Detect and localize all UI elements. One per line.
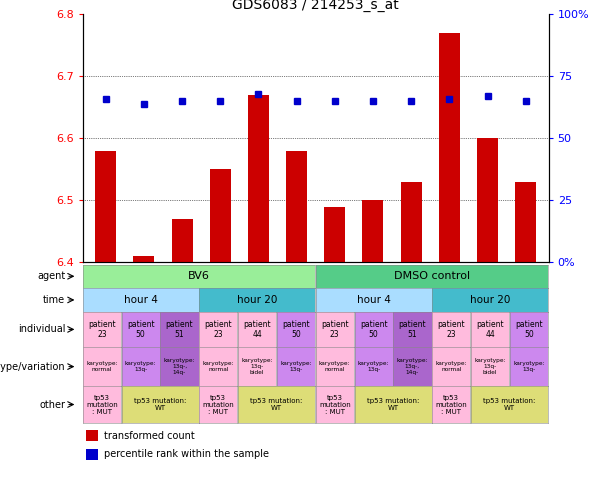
Bar — [248, 95, 269, 262]
Bar — [401, 182, 422, 262]
Text: hour 20: hour 20 — [470, 295, 510, 305]
Text: hour 4: hour 4 — [124, 295, 158, 305]
Bar — [439, 33, 460, 262]
Bar — [210, 170, 230, 262]
Text: patient
44: patient 44 — [243, 320, 271, 339]
Text: tp53 mutation:
WT: tp53 mutation: WT — [483, 398, 536, 411]
Text: patient
23: patient 23 — [321, 320, 349, 339]
Text: karyotype:
normal: karyotype: normal — [86, 361, 118, 372]
Bar — [515, 182, 536, 262]
Text: patient
51: patient 51 — [166, 320, 193, 339]
Bar — [324, 207, 345, 262]
Text: karyotype:
13q-: karyotype: 13q- — [280, 361, 312, 372]
Text: karyotype:
normal: karyotype: normal — [435, 361, 467, 372]
Text: other: other — [39, 399, 66, 410]
Text: karyotype:
13q-: karyotype: 13q- — [125, 361, 156, 372]
Text: patient
50: patient 50 — [515, 320, 543, 339]
Text: karyotype:
normal: karyotype: normal — [202, 361, 234, 372]
Text: percentile rank within the sample: percentile rank within the sample — [104, 449, 269, 459]
Text: genotype/variation: genotype/variation — [0, 362, 66, 371]
Bar — [134, 256, 154, 262]
Text: patient
23: patient 23 — [438, 320, 465, 339]
Text: tp53 mutation:
WT: tp53 mutation: WT — [250, 398, 303, 411]
Text: tp53 mutation:
WT: tp53 mutation: WT — [134, 398, 186, 411]
Text: patient
50: patient 50 — [360, 320, 387, 339]
Bar — [172, 219, 192, 262]
Text: time: time — [44, 295, 66, 305]
Text: hour 20: hour 20 — [237, 295, 277, 305]
Text: karyotype:
13q-,
14q-: karyotype: 13q-, 14q- — [397, 358, 428, 375]
Text: karyotype:
13q-
bidel: karyotype: 13q- bidel — [474, 358, 506, 375]
Text: transformed count: transformed count — [104, 431, 195, 441]
Title: GDS6083 / 214253_s_at: GDS6083 / 214253_s_at — [232, 0, 399, 12]
Bar — [286, 151, 307, 262]
Text: individual: individual — [18, 325, 66, 334]
Text: karyotype:
13q-: karyotype: 13q- — [358, 361, 389, 372]
Text: patient
44: patient 44 — [476, 320, 504, 339]
Text: DMSO control: DMSO control — [394, 271, 470, 281]
Text: karyotype:
13q-
bidel: karyotype: 13q- bidel — [242, 358, 273, 375]
Bar — [86, 449, 98, 460]
Bar — [362, 200, 384, 262]
Bar — [477, 139, 498, 262]
Text: BV6: BV6 — [188, 271, 210, 281]
Text: tp53
mutation
: MUT: tp53 mutation : MUT — [319, 395, 351, 414]
Bar — [86, 430, 98, 441]
Text: karyotype:
normal: karyotype: normal — [319, 361, 351, 372]
Text: tp53
mutation
: MUT: tp53 mutation : MUT — [435, 395, 467, 414]
Text: karyotype:
13q-: karyotype: 13q- — [513, 361, 545, 372]
Text: patient
51: patient 51 — [398, 320, 426, 339]
Text: hour 4: hour 4 — [357, 295, 390, 305]
Text: tp53
mutation
: MUT: tp53 mutation : MUT — [202, 395, 234, 414]
Text: patient
50: patient 50 — [127, 320, 154, 339]
Text: tp53 mutation:
WT: tp53 mutation: WT — [367, 398, 419, 411]
Text: patient
23: patient 23 — [88, 320, 116, 339]
Text: tp53
mutation
: MUT: tp53 mutation : MUT — [86, 395, 118, 414]
Text: patient
50: patient 50 — [282, 320, 310, 339]
Text: patient
23: patient 23 — [205, 320, 232, 339]
Text: agent: agent — [37, 271, 66, 281]
Text: karyotype:
13q-,
14q-: karyotype: 13q-, 14q- — [164, 358, 196, 375]
Bar — [95, 151, 116, 262]
